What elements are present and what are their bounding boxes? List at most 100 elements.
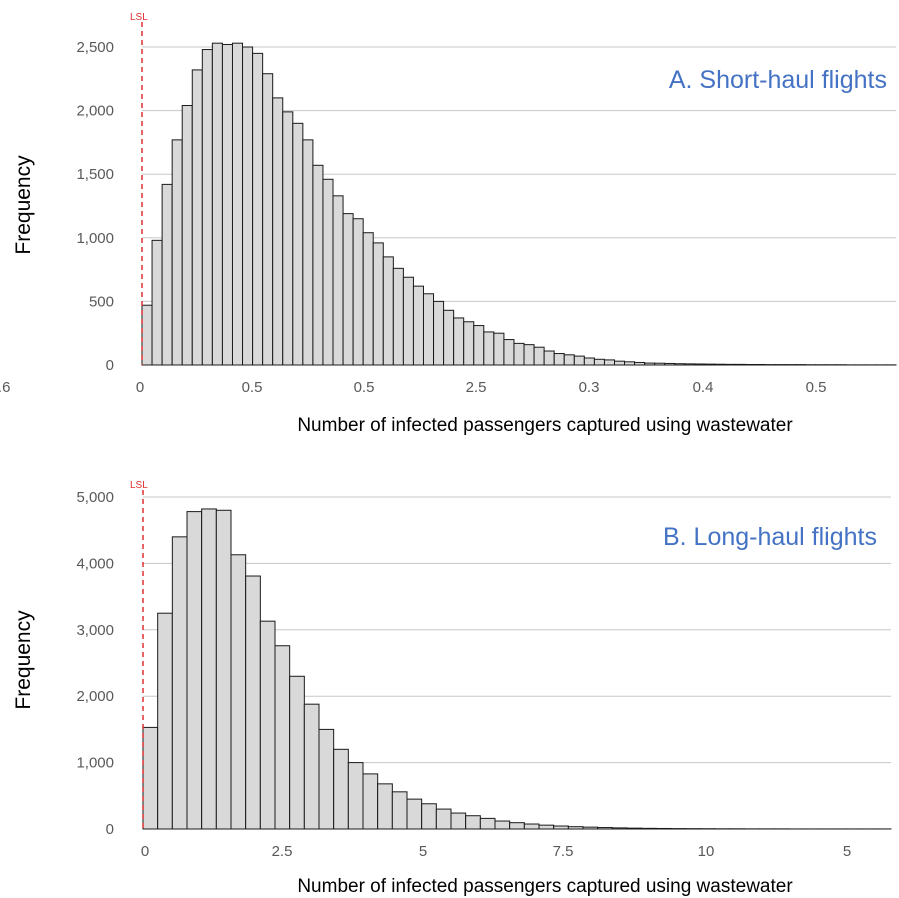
- histogram-bar: [242, 46, 254, 366]
- histogram-bar: [191, 69, 203, 366]
- histogram-bar: [347, 762, 364, 830]
- histogram-bar: [322, 178, 334, 366]
- histogram-bar: [157, 612, 173, 830]
- histogram-bar: [342, 213, 354, 366]
- histogram-bar: [272, 97, 284, 366]
- panel-long-haul: 0 1,000 2,000 3,000 4,000 5,000 0 2.5 5 7.5 10 5 B.…: [12, 480, 892, 897]
- histogram-bar: [641, 827, 657, 830]
- histogram-bar: [465, 815, 481, 830]
- histogram-bar: [421, 803, 437, 830]
- x-tick-label: 0.5: [354, 379, 375, 396]
- x-tick-label: 0.5: [806, 379, 827, 396]
- histogram-bar: [573, 355, 585, 366]
- x-tick-label: 0.6: [0, 379, 10, 396]
- histogram-bar: [382, 256, 394, 366]
- histogram-bar: [523, 823, 540, 830]
- x-tick-label: 0: [136, 379, 144, 396]
- tick-labels: 0 500 1,000 1,500 2,000 2,500 0 0.5 0.5 2.5 0.3 0.4…: [0, 39, 826, 396]
- histogram-bar: [201, 508, 217, 830]
- histogram-bar: [674, 363, 686, 366]
- x-tick-label: 5: [419, 843, 427, 860]
- histogram-bar: [704, 363, 716, 366]
- histogram-bar: [151, 239, 163, 366]
- histogram-bar: [186, 511, 203, 830]
- y-tick-label: 1,000: [76, 230, 114, 247]
- y-tick-label: 1,500: [76, 166, 114, 183]
- panel-b-x-axis-label: Number of infected passengers captured u…: [297, 876, 793, 897]
- bars: [141, 42, 897, 366]
- histogram-bar: [644, 362, 656, 366]
- x-tick-label: 7.5: [553, 843, 574, 860]
- histogram-bar: [289, 675, 305, 830]
- x-tick-label: 0.5: [242, 379, 263, 396]
- x-tick-label: 0.3: [579, 379, 600, 396]
- histogram-bar: [509, 822, 525, 830]
- histogram-bar: [473, 325, 485, 366]
- x-tick-label: 10: [698, 843, 715, 860]
- histogram-bar: [392, 267, 404, 366]
- histogram-bar: [262, 73, 274, 366]
- histogram-bar: [503, 339, 515, 366]
- histogram-bar: [303, 703, 320, 830]
- y-tick-label: 0: [106, 821, 114, 838]
- histogram-bar: [312, 164, 324, 366]
- panel-b-y-axis-label: Frequency: [12, 610, 35, 710]
- y-tick-label: 500: [89, 293, 114, 310]
- panel-short-haul: 0 500 1,000 1,500 2,000 2,500 0 0.5 0.5 2.5 0.3 0.4…: [0, 12, 897, 436]
- histogram-bar: [302, 139, 314, 366]
- y-tick-label: 2,500: [76, 39, 114, 56]
- histogram-bar: [282, 111, 294, 366]
- tick-labels: 0 1,000 2,000 3,000 4,000 5,000 0 2.5 5 7.5 10 5: [76, 489, 851, 860]
- histogram-bar: [483, 331, 495, 366]
- histogram-bar: [694, 363, 706, 366]
- histogram-bar: [332, 195, 344, 366]
- histogram-bar: [252, 52, 264, 366]
- histogram-bar: [318, 728, 335, 830]
- y-tick-label: 3,000: [76, 622, 114, 639]
- histogram-bar: [391, 791, 408, 830]
- histogram-bar: [259, 620, 276, 830]
- histogram-bar: [362, 773, 379, 830]
- x-tick-label: 2.5: [466, 379, 487, 396]
- histogram-bar: [433, 300, 445, 366]
- panel-a-title: A. Short-haul flights: [669, 66, 887, 94]
- y-tick-label: 0: [106, 357, 114, 374]
- histogram-bar: [231, 42, 244, 366]
- histogram-bar: [494, 820, 511, 830]
- histogram-bar: [141, 304, 153, 366]
- histogram-bar: [538, 824, 555, 830]
- histogram-bar: [626, 827, 643, 830]
- histogram-bar: [412, 285, 424, 366]
- histogram-bar: [533, 346, 545, 366]
- histogram-bar: [664, 362, 676, 366]
- histogram-bar: [654, 362, 666, 366]
- histogram-bar: [274, 645, 291, 830]
- histogram-bar: [362, 232, 374, 366]
- histogram-bar: [734, 363, 746, 366]
- y-tick-label: 4,000: [76, 555, 114, 572]
- x-tick-label: 0: [141, 843, 149, 860]
- panel-a-y-axis-label: Frequency: [12, 155, 35, 255]
- histogram-bar: [211, 42, 223, 366]
- panel-a-x-axis-label: Number of infected passengers captured u…: [297, 415, 793, 436]
- histogram-bar: [221, 43, 233, 366]
- histogram-bar: [479, 817, 496, 830]
- histogram-bar: [553, 353, 565, 366]
- histogram-bar: [563, 354, 575, 366]
- histogram-bar: [567, 826, 584, 830]
- x-tick-label: 0.4: [693, 379, 714, 396]
- y-tick-label: 2,000: [76, 688, 114, 705]
- histogram-bar: [435, 808, 452, 830]
- histogram-bar: [406, 798, 423, 830]
- histogram-bar: [655, 827, 672, 830]
- histogram-bar: [611, 827, 628, 830]
- histogram-bar: [463, 321, 475, 366]
- histogram-bar: [215, 509, 232, 830]
- histogram-bar: [245, 575, 261, 830]
- histogram-bar: [201, 49, 213, 366]
- histogram-bar: [230, 554, 247, 830]
- histogram-bar: [684, 363, 696, 366]
- histogram-bar: [754, 363, 766, 366]
- histogram-bar: [292, 122, 304, 366]
